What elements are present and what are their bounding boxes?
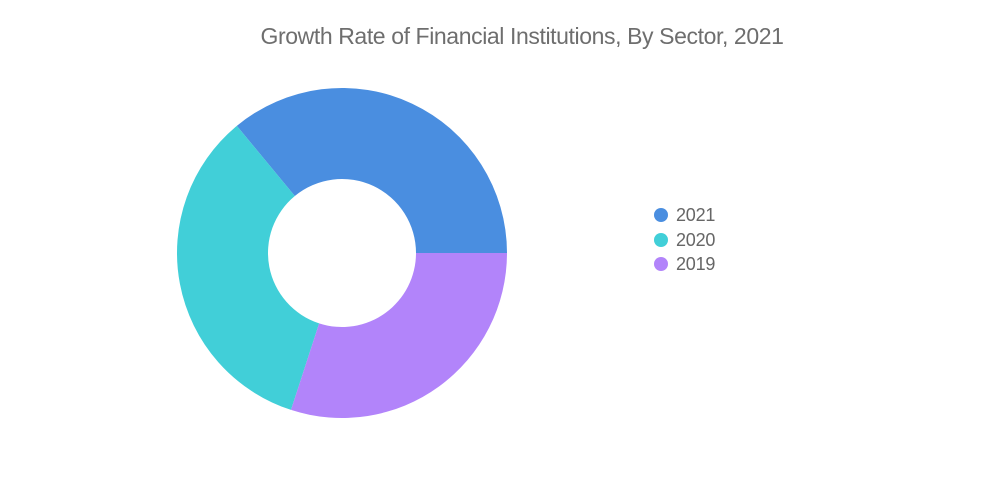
- legend-item-2021[interactable]: 2021: [654, 203, 715, 228]
- chart-legend: 2021 2020 2019: [654, 203, 715, 277]
- legend-item-2020[interactable]: 2020: [654, 228, 715, 253]
- donut-chart: [177, 88, 507, 418]
- legend-label: 2019: [676, 254, 716, 275]
- donut-slice-2020[interactable]: [177, 125, 320, 410]
- legend-item-2019[interactable]: 2019: [654, 252, 715, 277]
- legend-marker-icon: [654, 208, 668, 223]
- chart-title: Growth Rate of Financial Institutions, B…: [260, 23, 784, 49]
- legend-marker-icon: [654, 232, 668, 247]
- donut-slice-2019[interactable]: [291, 253, 507, 418]
- legend-marker-icon: [654, 257, 668, 272]
- donut-slice-2021[interactable]: [236, 88, 507, 253]
- legend-label: 2021: [676, 205, 716, 226]
- legend-label: 2020: [676, 229, 716, 250]
